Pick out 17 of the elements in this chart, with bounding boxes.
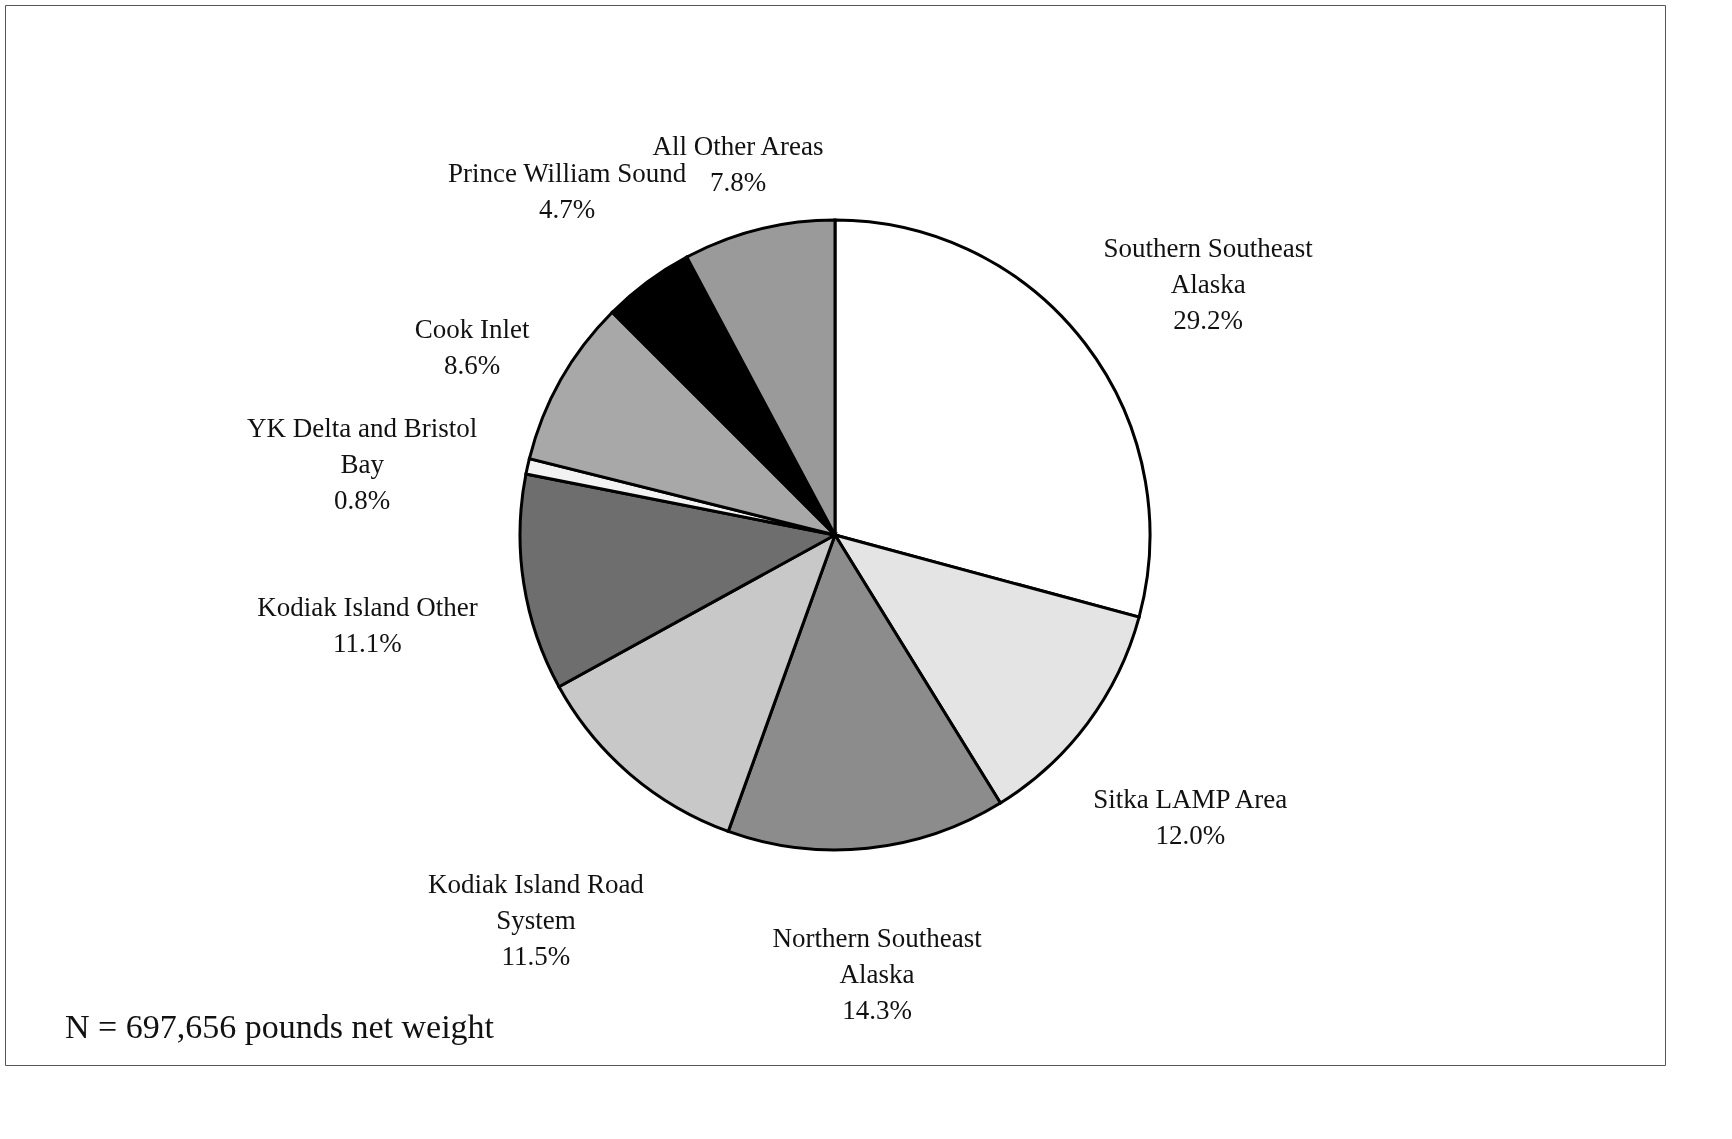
data-label: 4.7% <box>539 193 596 224</box>
slice-label: Kodiak Island Other <box>257 591 478 622</box>
slice-label: Southern Southeast Alaska <box>1103 233 1314 300</box>
data-label: 11.1% <box>333 627 402 658</box>
text: N = 697,656 pounds net weight <box>65 1008 495 1045</box>
slice-label: Northern Southeast Alaska <box>772 923 983 990</box>
data-label: 29.2% <box>1173 305 1244 336</box>
slice-label: Cook Inlet <box>414 313 531 344</box>
data-label: 0.8% <box>334 485 391 516</box>
data-label: 14.3% <box>842 995 912 1026</box>
data-label: 11.5% <box>501 941 571 972</box>
data-label: 7.8% <box>709 167 767 198</box>
data-label: 12.0% <box>1155 820 1226 851</box>
slice-label: Sitka LAMP Area <box>1093 784 1288 815</box>
slice-label: YK Delta and Bristol Bay <box>247 413 478 480</box>
slice-label: Kodiak Island Road System <box>427 869 645 936</box>
data-label: 8.6% <box>444 349 501 380</box>
